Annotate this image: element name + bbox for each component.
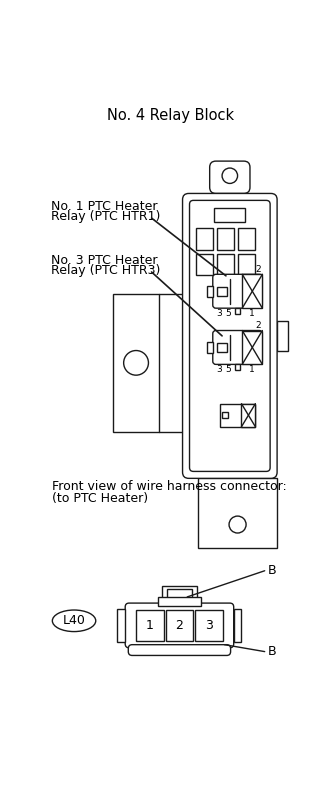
Bar: [217, 228, 234, 249]
Bar: [242, 330, 262, 364]
FancyBboxPatch shape: [125, 603, 234, 648]
Bar: [196, 254, 213, 275]
Text: 5: 5: [225, 365, 231, 374]
Bar: [198, 479, 277, 548]
Bar: [235, 364, 240, 370]
Text: 2: 2: [255, 265, 261, 274]
Text: 3: 3: [216, 365, 222, 374]
Bar: [162, 586, 197, 603]
Bar: [207, 286, 213, 296]
FancyBboxPatch shape: [183, 194, 277, 479]
Circle shape: [229, 516, 246, 533]
Circle shape: [222, 168, 238, 183]
Bar: [196, 228, 213, 249]
Bar: [220, 403, 255, 427]
Bar: [167, 589, 192, 600]
Bar: [113, 293, 183, 433]
Text: B: B: [268, 565, 277, 578]
Ellipse shape: [52, 610, 96, 632]
Bar: [277, 321, 288, 352]
Bar: [207, 342, 213, 353]
FancyBboxPatch shape: [210, 161, 250, 194]
Text: 5: 5: [225, 309, 231, 318]
Bar: [158, 597, 201, 606]
Text: L40: L40: [63, 614, 85, 627]
Bar: [238, 228, 255, 249]
Text: Relay (PTC HTR1): Relay (PTC HTR1): [51, 211, 160, 224]
Text: 1: 1: [146, 619, 154, 632]
FancyBboxPatch shape: [190, 200, 270, 471]
FancyBboxPatch shape: [213, 275, 262, 308]
Bar: [217, 287, 227, 296]
Text: No. 3 PTC Heater: No. 3 PTC Heater: [51, 254, 157, 266]
Bar: [118, 609, 125, 642]
Text: Front view of wire harness connector:: Front view of wire harness connector:: [52, 480, 287, 493]
Circle shape: [124, 351, 148, 375]
Bar: [241, 403, 255, 427]
Text: No. 1 PTC Heater: No. 1 PTC Heater: [51, 200, 157, 213]
Text: 2: 2: [176, 619, 183, 632]
Text: B: B: [268, 645, 277, 658]
Bar: [195, 610, 223, 641]
Bar: [217, 343, 227, 352]
Text: 3: 3: [205, 619, 213, 632]
Text: 2: 2: [255, 321, 261, 330]
FancyBboxPatch shape: [128, 645, 231, 655]
Bar: [214, 208, 245, 222]
Text: 1: 1: [249, 309, 255, 318]
Bar: [234, 609, 241, 642]
Text: 1: 1: [249, 365, 255, 374]
Text: No. 4 Relay Block: No. 4 Relay Block: [107, 108, 234, 123]
Text: (to PTC Heater): (to PTC Heater): [52, 492, 148, 505]
Text: Relay (PTC HTR3): Relay (PTC HTR3): [51, 264, 160, 277]
Bar: [222, 412, 228, 418]
Bar: [217, 254, 234, 275]
Text: 3: 3: [216, 309, 222, 318]
Bar: [242, 275, 262, 308]
Bar: [238, 254, 255, 275]
Bar: [235, 308, 240, 313]
Bar: [165, 610, 194, 641]
Bar: [136, 610, 164, 641]
FancyBboxPatch shape: [213, 330, 262, 364]
